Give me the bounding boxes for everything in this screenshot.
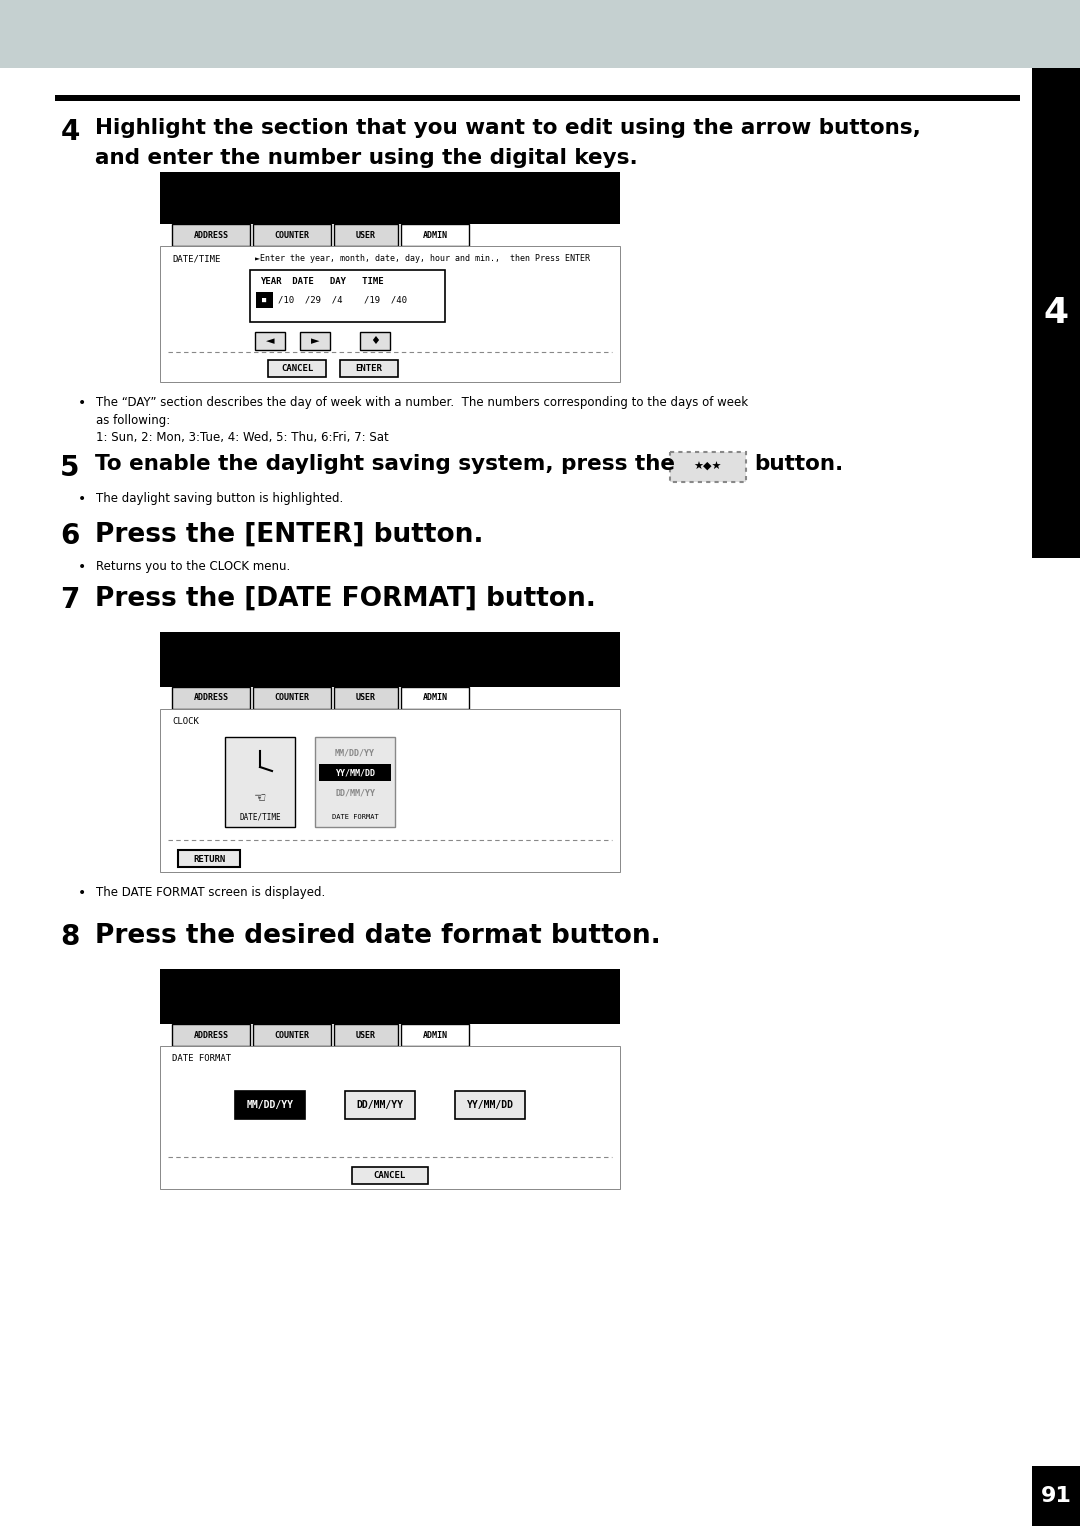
Text: 4: 4 xyxy=(1043,296,1068,330)
Bar xyxy=(340,360,399,377)
Bar xyxy=(334,224,399,246)
Bar xyxy=(1032,1466,1080,1526)
Text: ★◆★: ★◆★ xyxy=(693,462,723,472)
Text: YEAR  DATE   DAY   TIME: YEAR DATE DAY TIME xyxy=(260,278,383,285)
Bar xyxy=(160,632,620,687)
Text: DATE/TIME: DATE/TIME xyxy=(239,812,281,821)
Text: DATE FORMAT: DATE FORMAT xyxy=(332,813,378,819)
Bar xyxy=(401,1024,469,1045)
Bar xyxy=(178,850,240,867)
Text: The daylight saving button is highlighted.: The daylight saving button is highlighte… xyxy=(96,491,343,505)
Bar xyxy=(1032,69,1080,559)
Text: /10  /29  /4    /19  /40: /10 /29 /4 /19 /40 xyxy=(278,296,407,305)
Text: ADMIN: ADMIN xyxy=(422,693,447,702)
Bar xyxy=(160,710,620,871)
Text: CLOCK: CLOCK xyxy=(172,717,199,726)
Text: •: • xyxy=(78,887,86,900)
Text: 4: 4 xyxy=(60,118,80,146)
Text: To enable the daylight saving system, press the: To enable the daylight saving system, pr… xyxy=(95,455,675,475)
Text: and enter the number using the digital keys.: and enter the number using the digital k… xyxy=(95,148,638,168)
Bar xyxy=(268,360,326,377)
Bar xyxy=(253,224,330,246)
Text: Press the [ENTER] button.: Press the [ENTER] button. xyxy=(95,522,484,548)
Text: 1: Sun, 2: Mon, 3:Tue, 4: Wed, 5: Thu, 6:Fri, 7: Sat: 1: Sun, 2: Mon, 3:Tue, 4: Wed, 5: Thu, 6… xyxy=(96,430,389,444)
Text: COUNTER: COUNTER xyxy=(274,693,310,702)
Bar xyxy=(360,333,390,349)
Bar xyxy=(160,172,620,224)
Bar xyxy=(0,0,1080,69)
Text: MM/DD/YY: MM/DD/YY xyxy=(246,1100,294,1109)
Bar xyxy=(670,452,746,482)
Text: MM/DD/YY: MM/DD/YY xyxy=(335,748,375,757)
Bar xyxy=(334,1024,399,1045)
Text: ADDRESS: ADDRESS xyxy=(193,1030,229,1039)
Bar xyxy=(172,1024,249,1045)
Text: USER: USER xyxy=(356,230,376,240)
Text: ◄: ◄ xyxy=(266,336,274,346)
Text: USER: USER xyxy=(356,693,376,702)
Text: USER: USER xyxy=(356,1030,376,1039)
Text: ADMIN: ADMIN xyxy=(422,1030,447,1039)
Text: 91: 91 xyxy=(1040,1486,1071,1506)
Text: COUNTER: COUNTER xyxy=(274,230,310,240)
Text: ADMIN: ADMIN xyxy=(422,230,447,240)
Text: 8: 8 xyxy=(60,923,80,951)
Text: COUNTER: COUNTER xyxy=(274,1030,310,1039)
Text: CANCEL: CANCEL xyxy=(374,1172,406,1181)
Bar xyxy=(160,246,620,382)
Text: button.: button. xyxy=(754,455,843,475)
Text: ☜: ☜ xyxy=(254,790,267,804)
Bar xyxy=(401,687,469,710)
Bar xyxy=(319,765,391,781)
Text: ♦: ♦ xyxy=(370,336,380,346)
Bar xyxy=(249,270,445,322)
Text: •: • xyxy=(78,491,86,507)
Bar xyxy=(345,1091,415,1119)
Text: ENTER: ENTER xyxy=(355,365,382,372)
Text: DATE/TIME: DATE/TIME xyxy=(172,253,220,262)
Text: Returns you to the CLOCK menu.: Returns you to the CLOCK menu. xyxy=(96,560,291,572)
Text: DD/MM/YY: DD/MM/YY xyxy=(335,789,375,798)
Bar xyxy=(315,737,395,827)
Bar xyxy=(55,95,1020,101)
Bar xyxy=(160,969,620,1024)
Text: ADDRESS: ADDRESS xyxy=(193,230,229,240)
Text: ADDRESS: ADDRESS xyxy=(193,693,229,702)
Text: Press the desired date format button.: Press the desired date format button. xyxy=(95,923,661,949)
Bar xyxy=(300,333,330,349)
Text: Highlight the section that you want to edit using the arrow buttons,: Highlight the section that you want to e… xyxy=(95,118,921,137)
Text: DD/MM/YY: DD/MM/YY xyxy=(356,1100,404,1109)
Bar xyxy=(160,1045,620,1189)
Text: •: • xyxy=(78,397,86,410)
Circle shape xyxy=(237,743,284,790)
Text: ►: ► xyxy=(311,336,320,346)
Bar xyxy=(401,224,469,246)
Bar xyxy=(253,1024,330,1045)
Text: ■: ■ xyxy=(261,298,266,304)
Bar xyxy=(235,1091,305,1119)
Text: The DATE FORMAT screen is displayed.: The DATE FORMAT screen is displayed. xyxy=(96,887,325,899)
Text: 5: 5 xyxy=(60,455,80,482)
Bar xyxy=(352,1167,428,1184)
Text: 6: 6 xyxy=(60,522,80,549)
Bar xyxy=(455,1091,525,1119)
Bar xyxy=(334,687,399,710)
Bar xyxy=(225,737,295,827)
Text: CANCEL: CANCEL xyxy=(281,365,313,372)
Text: •: • xyxy=(78,560,86,574)
Bar xyxy=(172,224,249,246)
Text: The “DAY” section describes the day of week with a number.  The numbers correspo: The “DAY” section describes the day of w… xyxy=(96,397,748,409)
Text: as following:: as following: xyxy=(96,414,171,427)
Bar xyxy=(255,333,285,349)
Text: YY/MM/DD: YY/MM/DD xyxy=(467,1100,513,1109)
Text: YY/MM/DD: YY/MM/DD xyxy=(335,769,375,778)
Text: ►Enter the year, month, date, day, hour and min.,  then Press ENTER: ►Enter the year, month, date, day, hour … xyxy=(255,253,590,262)
Text: 7: 7 xyxy=(60,586,80,613)
Text: RETURN: RETURN xyxy=(193,855,225,864)
Bar xyxy=(256,291,273,308)
Text: Press the [DATE FORMAT] button.: Press the [DATE FORMAT] button. xyxy=(95,586,596,612)
Bar xyxy=(253,687,330,710)
Bar xyxy=(172,687,249,710)
Text: DATE FORMAT: DATE FORMAT xyxy=(172,1054,231,1064)
